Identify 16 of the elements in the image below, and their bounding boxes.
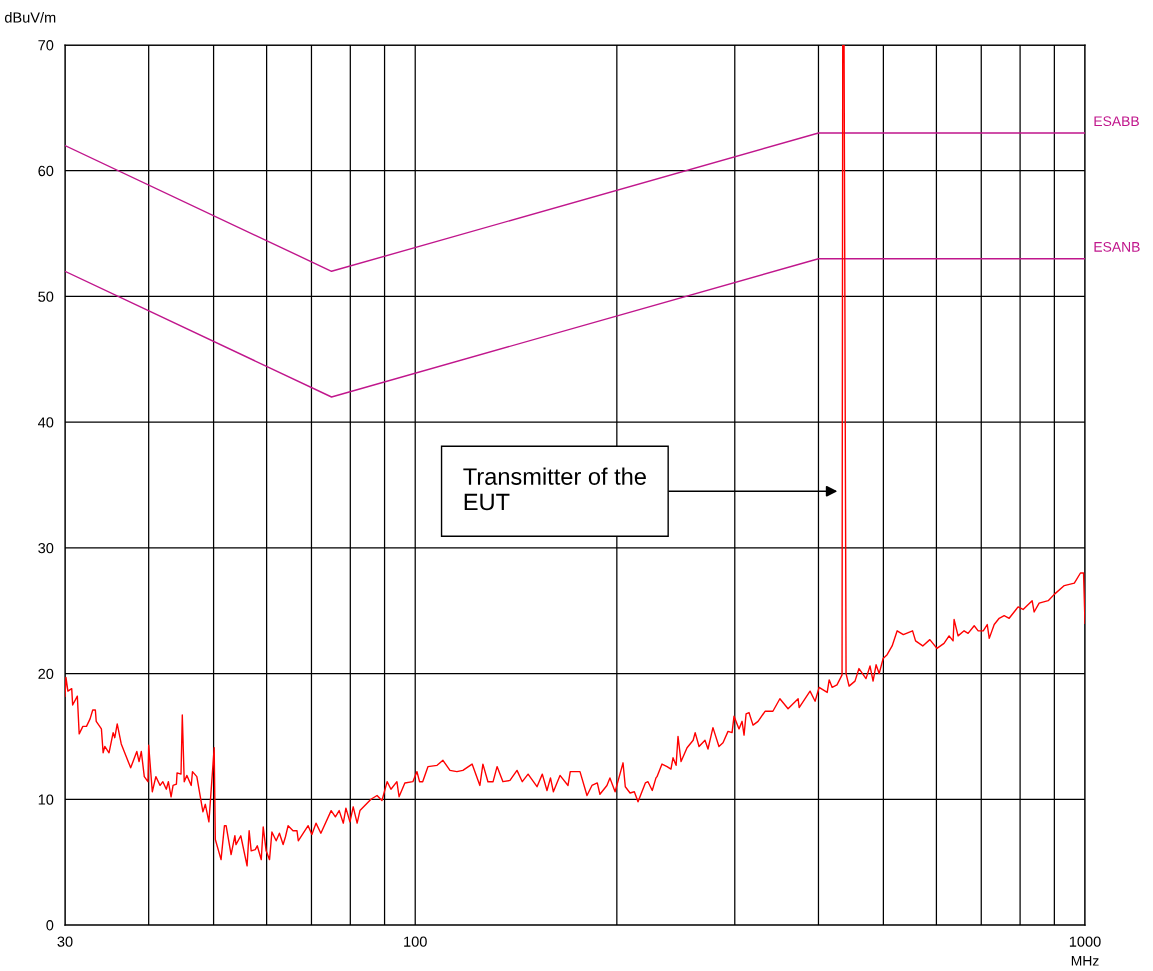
y-tick-label: 40	[38, 417, 54, 428]
x-axis-title: MHz	[1071, 956, 1099, 966]
x-tick-label: 100	[404, 936, 427, 947]
series-label: ESABB	[1094, 116, 1139, 127]
y-tick-label: 0	[46, 920, 54, 931]
y-tick-label: 20	[38, 668, 54, 679]
x-tick-label: 1000	[1069, 936, 1101, 947]
series-label: ESANB	[1094, 241, 1140, 252]
annotation: Transmitter of the EUT	[463, 467, 646, 511]
y-tick-label: 50	[38, 291, 54, 302]
y-tick-label: 10	[38, 794, 54, 805]
y-tick-label: 30	[38, 542, 54, 554]
x-tick-label: 30	[57, 936, 73, 947]
y-tick-label: 60	[38, 165, 54, 177]
y-axis-title: dBuV/m	[4, 11, 56, 23]
y-tick-label: 70	[38, 40, 54, 51]
